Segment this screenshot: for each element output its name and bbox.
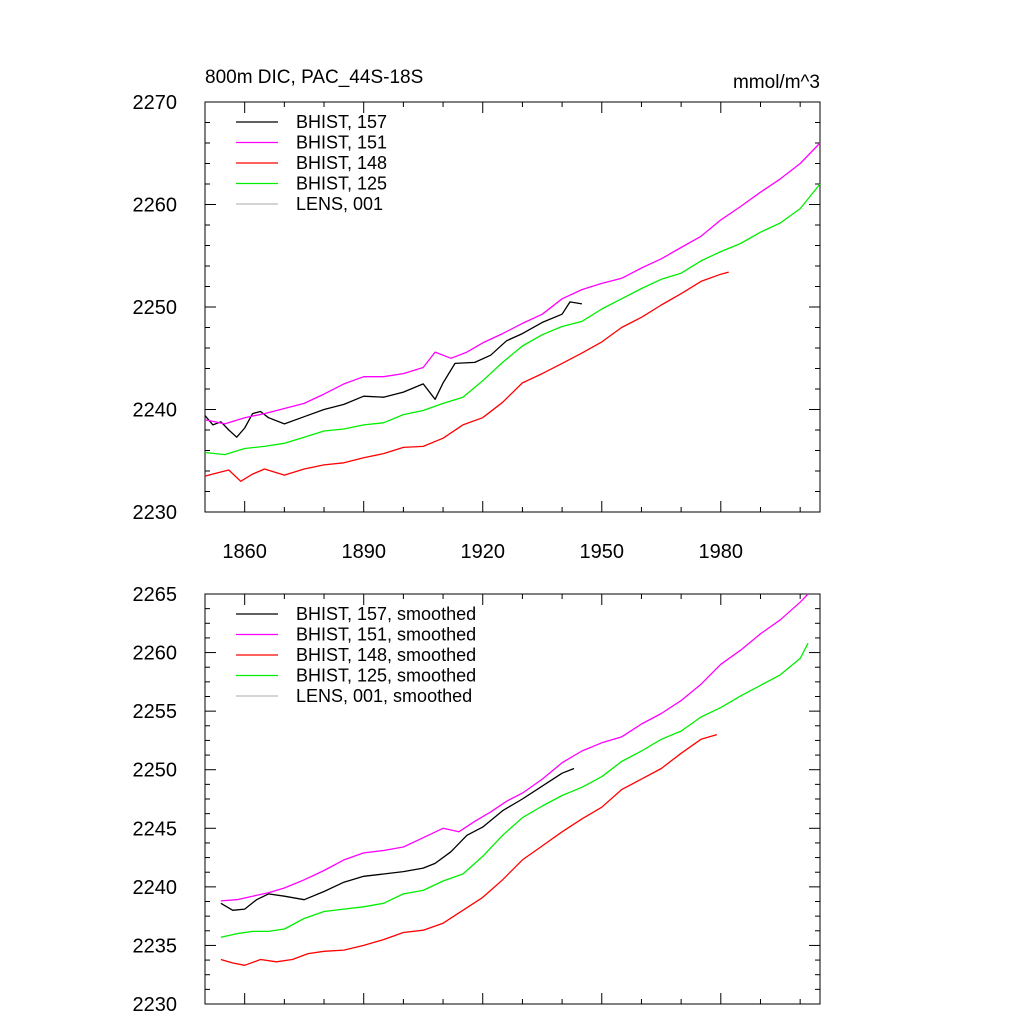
- y-tick-label: 2260: [133, 643, 178, 665]
- y-tick-label: 2230: [133, 994, 178, 1016]
- legend-label: LENS, 001: [296, 194, 383, 214]
- chart-panel-2: 2230 2235 2240 2245 2250 2255 2260 2265 BHIST, 1…: [133, 584, 821, 1016]
- series-line-3: [204, 271, 729, 482]
- chart-title: 800m DIC, PAC_44S-18S: [205, 67, 423, 88]
- y-tick-label: 2240: [133, 877, 178, 899]
- x-tick-label: 1890: [341, 541, 386, 563]
- y-tick-label: 2230: [133, 502, 178, 524]
- y-tick-label: 2255: [133, 701, 178, 723]
- legend-label: BHIST, 125: [296, 174, 387, 194]
- chart-panel-1: 2230 2240 2250 2260 2270 1860 1890 1920 1950 1980…: [133, 67, 821, 563]
- y-tick-label: 2240: [133, 400, 178, 422]
- x-tick-label: 1950: [580, 541, 625, 563]
- legend-label: BHIST, 125, smoothed: [296, 666, 476, 686]
- x-tick-label: 1860: [222, 541, 267, 563]
- legend-label: BHIST, 151, smoothed: [296, 625, 476, 645]
- series-line-4: [220, 642, 809, 938]
- y-tick-label: 2250: [133, 297, 178, 319]
- y-tick-label: 2245: [133, 818, 178, 840]
- y-tick-label: 2235: [133, 935, 178, 957]
- x-tick-label: 1920: [460, 541, 505, 563]
- series-line-4: [204, 183, 821, 456]
- legend-label: BHIST, 151: [296, 133, 387, 153]
- y-tick-label: 2250: [133, 760, 178, 782]
- y-tick-label: 2265: [133, 584, 178, 606]
- series-line-1: [204, 301, 583, 438]
- y-tick-label: 2260: [133, 195, 178, 217]
- legend-label: BHIST, 148: [296, 153, 387, 173]
- series-line-2: [204, 142, 821, 425]
- legend-label: LENS, 001, smoothed: [296, 686, 472, 706]
- legend-label: BHIST, 157: [296, 112, 387, 132]
- units-label: mmol/m^3: [733, 72, 820, 93]
- series-line-3: [220, 733, 717, 966]
- legend-label: BHIST, 148, smoothed: [296, 645, 476, 665]
- x-tick-label: 1980: [699, 541, 744, 563]
- legend-label: BHIST, 157, smoothed: [296, 604, 476, 624]
- series-line-2: [220, 593, 809, 902]
- series-line-1: [220, 767, 575, 911]
- y-tick-label: 2270: [133, 92, 178, 114]
